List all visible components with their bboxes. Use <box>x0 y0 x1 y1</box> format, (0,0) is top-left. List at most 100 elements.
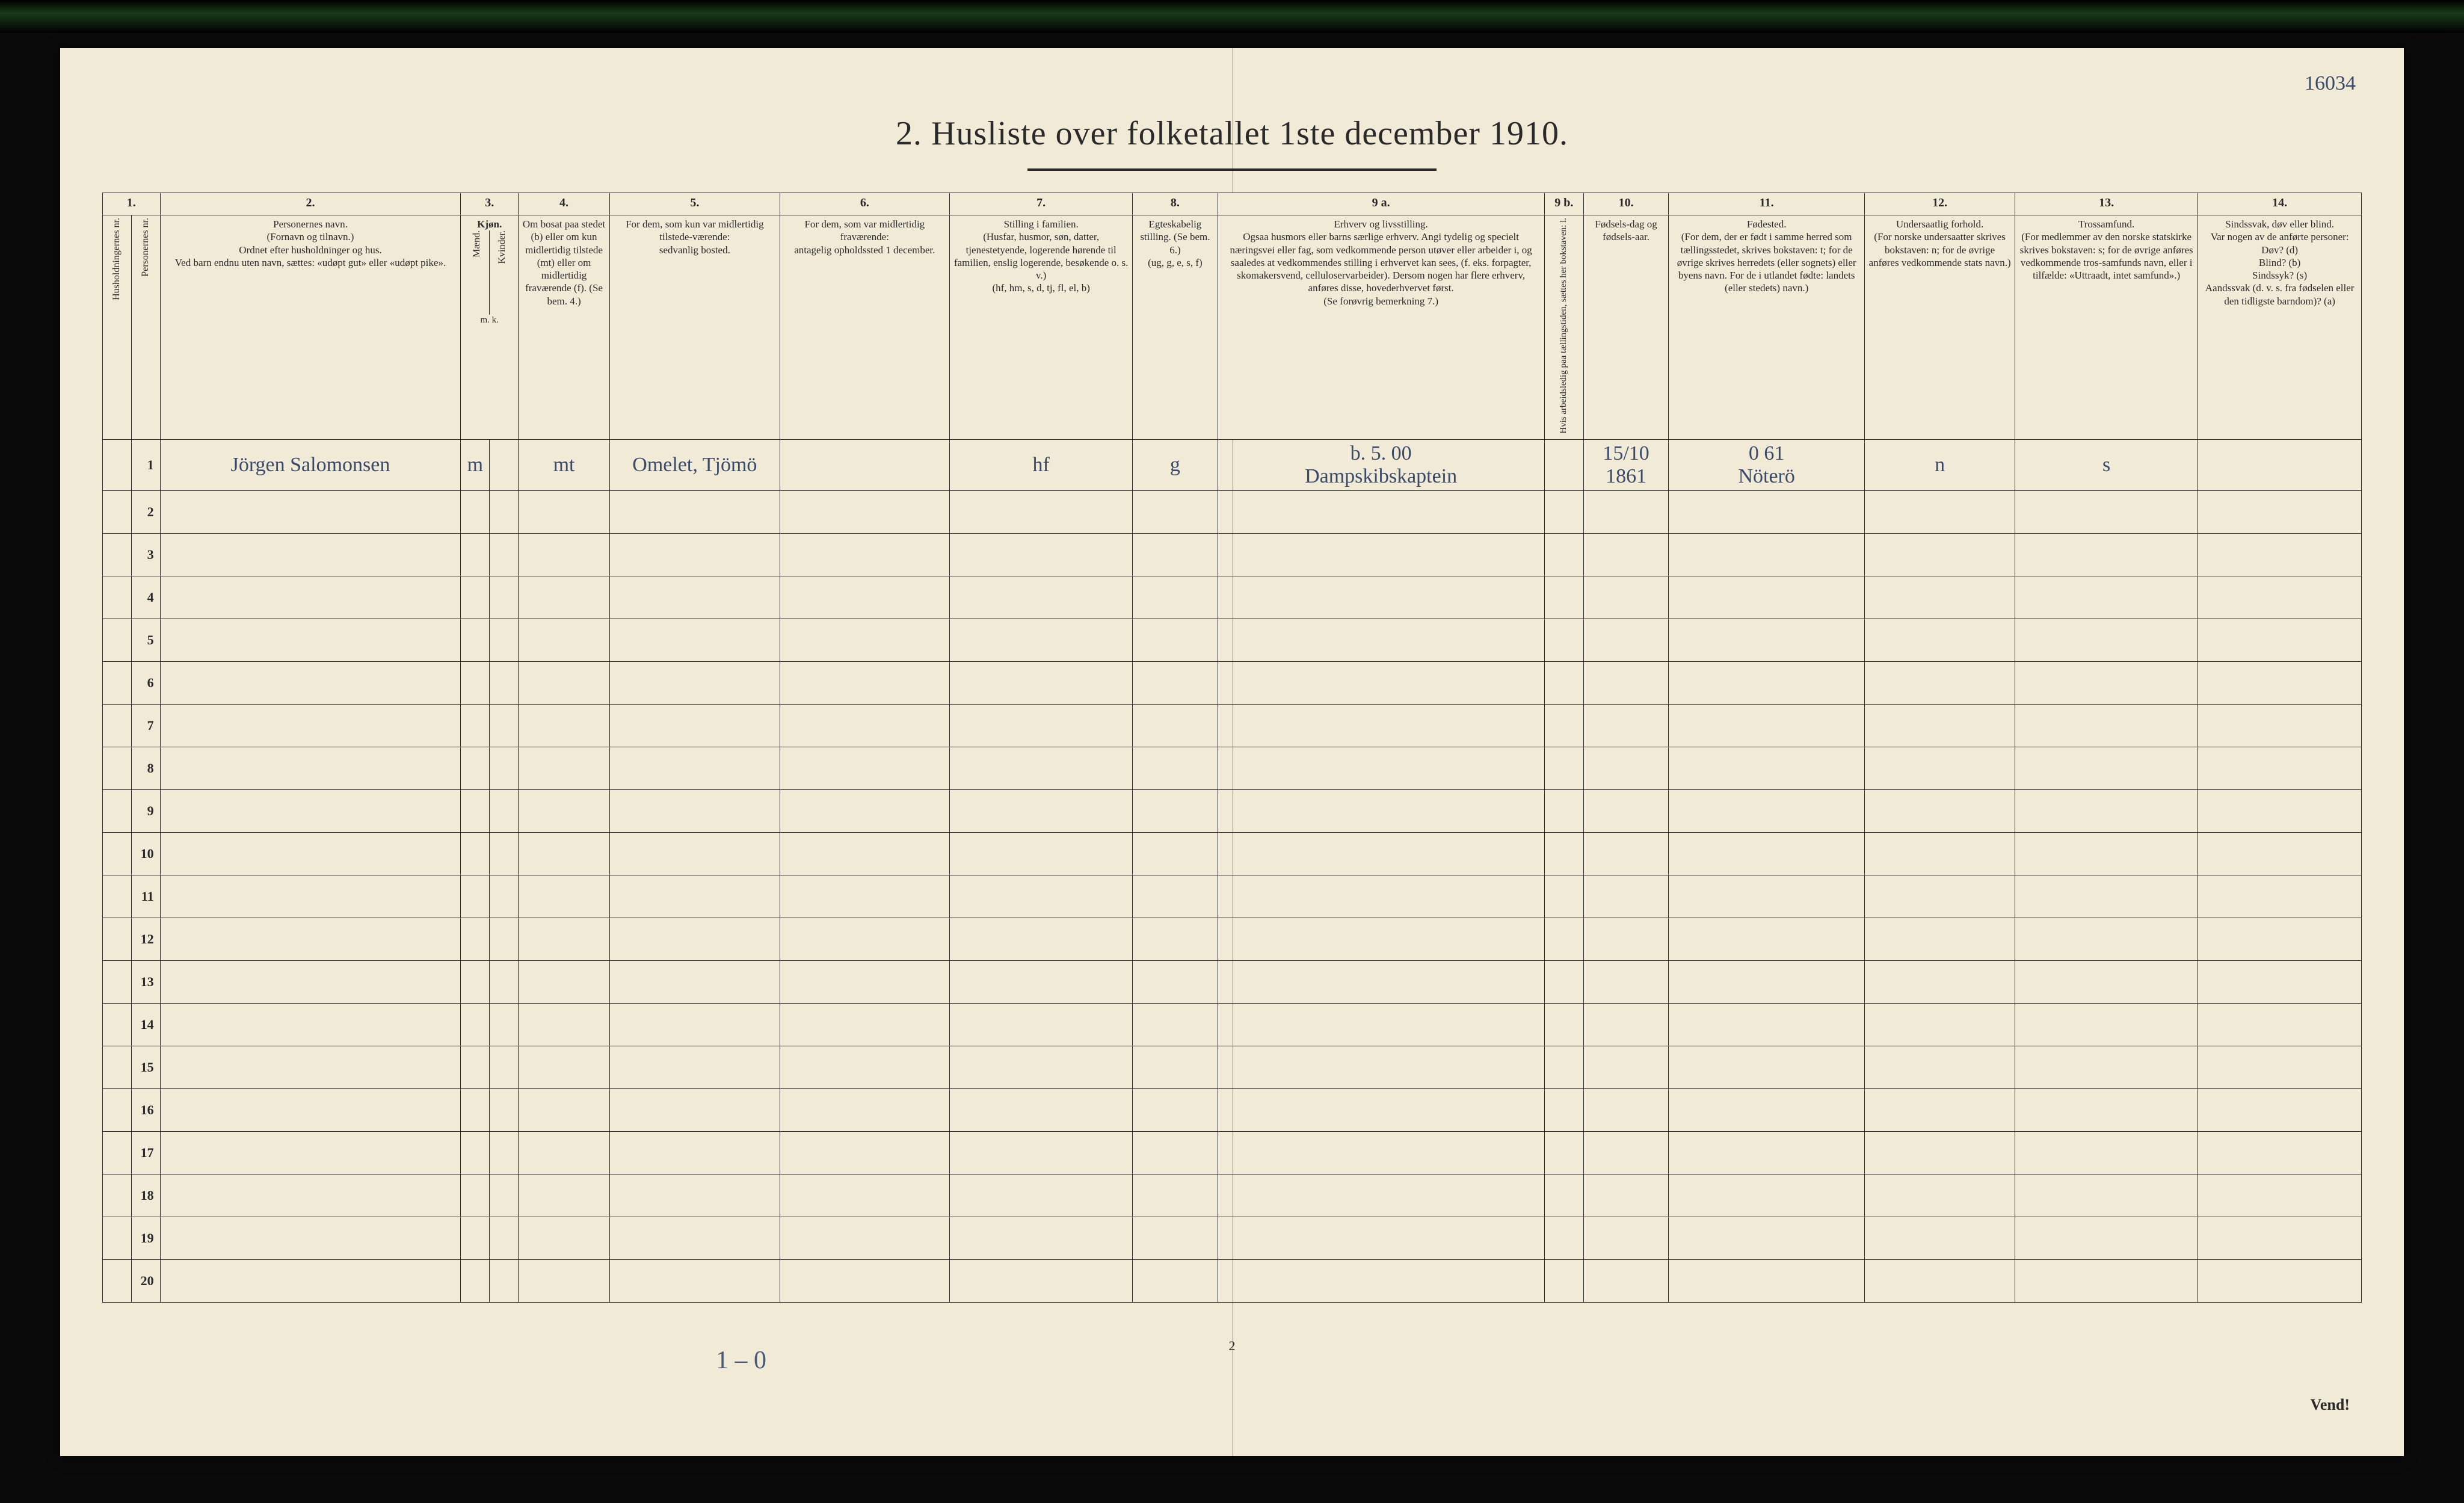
cell <box>1583 1259 1668 1302</box>
col-head-3: Kjøn. Mænd. Kvinder. m. k. <box>461 215 519 440</box>
cell <box>950 1174 1133 1217</box>
cell: 1 <box>131 439 160 490</box>
cell <box>1865 1131 2015 1174</box>
cell: 6 <box>131 661 160 704</box>
cell: 14 <box>131 1003 160 1046</box>
cell <box>610 918 780 960</box>
cell <box>780 918 949 960</box>
cell: 0 61 Nöterö <box>1669 439 1865 490</box>
cell <box>1583 832 1668 875</box>
cell <box>780 747 949 789</box>
cell <box>461 789 490 832</box>
cell <box>1544 789 1583 832</box>
cell <box>1133 576 1218 619</box>
cell <box>2015 1088 2198 1131</box>
cell <box>103 661 132 704</box>
cell <box>1133 1174 1218 1217</box>
col-head-9b: Hvis arbeidsledig paa tællingstiden, sæt… <box>1544 215 1583 440</box>
cell <box>780 1046 949 1088</box>
cell: Omelet, Tjömö <box>610 439 780 490</box>
cell <box>2015 789 2198 832</box>
cell: 9 <box>131 789 160 832</box>
cell: 15 <box>131 1046 160 1088</box>
cell <box>1133 490 1218 533</box>
cell <box>518 789 609 832</box>
table-header: 1. 2. 3. 4. 5. 6. 7. 8. 9 a. 9 b. 10. 11… <box>103 193 2362 440</box>
cell <box>1669 960 1865 1003</box>
cell <box>1218 960 1544 1003</box>
table-row: 19 <box>103 1217 2362 1259</box>
cell <box>1865 1217 2015 1259</box>
cell <box>1669 661 1865 704</box>
cell <box>2198 747 2362 789</box>
cell <box>610 789 780 832</box>
cell <box>1544 1131 1583 1174</box>
cell <box>2198 704 2362 747</box>
cell: g <box>1133 439 1218 490</box>
cell <box>490 1174 519 1217</box>
col-head-10: Fødsels-dag og fødsels-aar. <box>1583 215 1668 440</box>
cell <box>2015 832 2198 875</box>
cell <box>780 490 949 533</box>
cell: 15/10 1861 <box>1583 439 1668 490</box>
cell <box>103 1174 132 1217</box>
cell <box>1218 1088 1544 1131</box>
cell <box>1865 490 2015 533</box>
cell <box>1133 747 1218 789</box>
cell <box>1544 704 1583 747</box>
cell <box>103 1003 132 1046</box>
cell <box>1544 490 1583 533</box>
cell <box>2198 1259 2362 1302</box>
table-row: 14 <box>103 1003 2362 1046</box>
cell <box>103 789 132 832</box>
cell <box>103 533 132 576</box>
cell <box>1544 918 1583 960</box>
cell <box>950 747 1133 789</box>
cell <box>1583 533 1668 576</box>
cell <box>1865 661 2015 704</box>
col-head-7: Stilling i familien. (Husfar, husmor, sø… <box>950 215 1133 440</box>
col-num-13: 13. <box>2015 193 2198 215</box>
cell <box>103 875 132 918</box>
cell: 19 <box>131 1217 160 1259</box>
cell <box>2015 747 2198 789</box>
cell <box>610 960 780 1003</box>
cell <box>1544 832 1583 875</box>
cell <box>1669 832 1865 875</box>
cell <box>1133 832 1218 875</box>
cell <box>1865 789 2015 832</box>
cell <box>2015 576 2198 619</box>
cell <box>490 960 519 1003</box>
table-row: 13 <box>103 960 2362 1003</box>
cell <box>490 439 519 490</box>
cell <box>518 1131 609 1174</box>
cell <box>1865 704 2015 747</box>
cell <box>1583 576 1668 619</box>
cell <box>490 576 519 619</box>
cell <box>1583 619 1668 661</box>
cell: mt <box>518 439 609 490</box>
cell <box>2198 1003 2362 1046</box>
cell <box>780 832 949 875</box>
col-head-12: Undersaatlig forhold. (For norske unders… <box>1865 215 2015 440</box>
col-num-10: 10. <box>1583 193 1668 215</box>
cell <box>950 704 1133 747</box>
cell <box>490 1217 519 1259</box>
cell <box>1865 1259 2015 1302</box>
cell <box>610 875 780 918</box>
cell <box>1669 704 1865 747</box>
cell <box>2198 1174 2362 1217</box>
cell <box>2198 661 2362 704</box>
cell <box>1583 661 1668 704</box>
cell <box>1669 1259 1865 1302</box>
cell <box>780 1174 949 1217</box>
cell <box>461 1046 490 1088</box>
col-num-11: 11. <box>1669 193 1865 215</box>
footer-page-number: 2 <box>1229 1338 1236 1354</box>
cell <box>1218 1046 1544 1088</box>
cell <box>950 875 1133 918</box>
cell <box>160 661 461 704</box>
cell <box>518 1259 609 1302</box>
cell <box>160 1131 461 1174</box>
cell <box>160 1088 461 1131</box>
